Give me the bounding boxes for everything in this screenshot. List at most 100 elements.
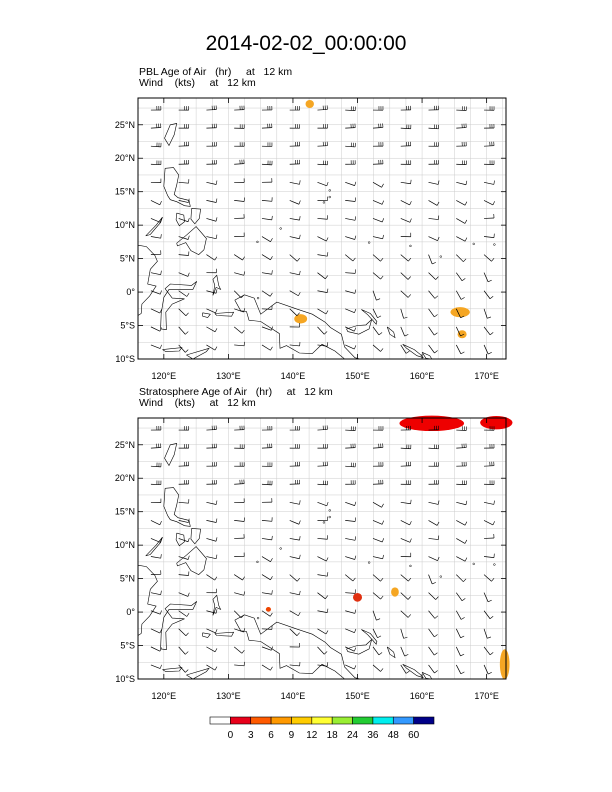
wind-barb-feather [382,234,384,239]
wind-barb [234,344,245,347]
wind-barb-feather [326,501,329,506]
lon-tick-label: 130°E [216,691,241,701]
island [279,227,282,230]
wind-barb-feather [327,288,329,293]
wind-barb-feather [487,279,492,283]
wind-barb-feather [434,670,438,674]
wind-barb-feather [464,237,468,242]
wind-barb [178,556,189,560]
wind-barb [317,308,327,315]
panel-2-title-line1: Stratosphere Age of Air (hr) at 12 km [139,386,333,398]
colorbar-swatch [392,716,414,725]
wind-barb-feather [404,334,409,337]
wind-barb [428,290,436,299]
wind-barb-feather [298,612,301,616]
colorbar-label: 0 [228,730,234,741]
wind-barb [234,574,243,581]
wind-barb-feather [493,180,495,185]
plot-title: 2014-02-02_00:00:00 [205,32,407,55]
lon-tick-label: 140°E [281,371,306,381]
wind-barb-feather [354,609,357,614]
wind-barb-feather [354,536,356,541]
wind-barb [400,308,404,319]
wind-barb-feather [354,555,357,560]
wind-barb-feather [464,201,468,206]
lat-tick-label: 15°N [115,507,135,517]
island [493,243,496,246]
wind-barb-feather [381,183,384,188]
wind-barb [150,127,161,129]
wind-barb [178,236,189,240]
wind-barb-feather [380,668,384,672]
coastline [160,281,198,330]
wind-barb-feather [243,271,246,276]
wind-barb [428,127,439,130]
lat-tick-label: 5°S [120,641,135,651]
wind-barb [261,127,272,129]
wind-barb [345,200,356,202]
coastline [346,318,373,335]
coastline [175,212,185,227]
wind-barb [206,290,217,294]
wind-barb [455,290,462,300]
wind-barb-feather [215,629,218,634]
wind-barb-feather [185,312,189,316]
wind-barb [400,447,411,450]
wind-barb [261,254,271,261]
wind-barb-feather [407,614,411,618]
island [367,241,371,244]
wind-barb [289,592,300,596]
wind-barb-feather [159,664,162,669]
wind-barb-feather [296,632,300,636]
wind-barb-feather [407,294,411,298]
wind-barb [178,628,187,636]
age-of-air-area [450,307,470,318]
wind-barb [178,664,186,673]
wind-barb [178,538,189,543]
wind-barb [178,272,189,277]
wind-barb [372,447,384,449]
wind-barb [345,272,356,274]
wind-barb-feather [409,538,412,543]
wind-barb [150,664,161,669]
wind-barb [261,290,271,297]
wind-barb-feather [186,613,190,617]
wind-barb [372,628,378,638]
wind-barb [372,254,381,262]
wind-barb [372,326,380,336]
island [256,560,259,564]
lon-tick-label: 170°E [474,691,499,701]
wind-barb [428,501,439,505]
wind-barb-feather [241,294,245,299]
wind-barb [345,465,356,468]
wind-barb-feather [434,350,438,354]
wind-barb [234,163,245,165]
wind-barb-feather [270,346,273,351]
age-of-air-area [352,593,363,602]
island [256,240,259,244]
colorbar-swatch [372,716,394,725]
wind-barb-feather [432,262,436,265]
wind-barb-feather [214,666,218,671]
wind-barb-feather [405,670,410,674]
wind-barb [234,628,244,633]
colorbar-swatch [270,716,292,725]
wind-barb [400,218,411,223]
wind-barb-feather [354,216,356,221]
wind-barb [428,646,435,656]
coastline [386,646,396,659]
wind-barb-feather [299,270,301,275]
lon-tick-label: 150°E [345,691,370,701]
coastline [186,667,210,680]
coastline [162,667,183,672]
colorbar-swatch [331,716,353,725]
wind-barb [428,520,438,526]
wind-barb-feather [159,309,162,314]
wind-barb-feather [242,576,245,581]
lat-tick-label: 0° [126,607,135,617]
wind-barb-feather [377,315,382,319]
wind-barb [150,236,161,239]
colorbar-label: 24 [347,730,359,741]
wind-barb [178,200,189,203]
wind-barb [428,538,439,540]
